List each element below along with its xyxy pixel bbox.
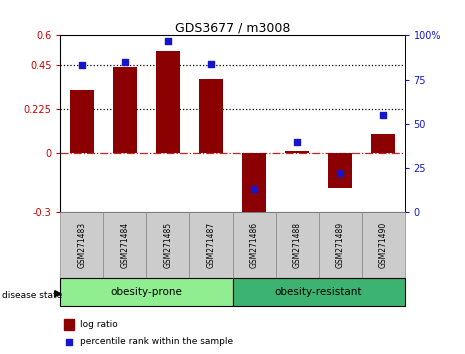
Bar — [319, 212, 362, 278]
Bar — [70, 91, 94, 153]
Bar — [371, 134, 395, 153]
Bar — [199, 79, 223, 153]
Bar — [103, 212, 146, 278]
Point — [121, 59, 129, 65]
Text: disease state: disease state — [2, 291, 63, 300]
Point — [65, 339, 73, 344]
Text: GSM271485: GSM271485 — [164, 222, 173, 268]
Bar — [113, 67, 137, 153]
Text: GSM271486: GSM271486 — [250, 222, 259, 268]
Bar — [275, 212, 319, 278]
Point — [164, 38, 172, 44]
Bar — [60, 278, 232, 306]
Bar — [146, 212, 190, 278]
Text: log ratio: log ratio — [80, 320, 118, 329]
Point — [78, 63, 86, 68]
Text: GSM271487: GSM271487 — [206, 222, 215, 268]
Text: GSM271489: GSM271489 — [336, 222, 345, 268]
Text: GSM271483: GSM271483 — [78, 222, 86, 268]
Text: GSM271484: GSM271484 — [120, 222, 129, 268]
Text: obesity-prone: obesity-prone — [111, 287, 182, 297]
Bar — [362, 212, 405, 278]
Bar — [232, 212, 275, 278]
Bar — [190, 212, 232, 278]
Point — [379, 112, 387, 118]
Bar — [232, 278, 405, 306]
Title: GDS3677 / m3008: GDS3677 / m3008 — [175, 21, 290, 34]
Point — [336, 171, 344, 176]
Bar — [64, 319, 74, 330]
Bar — [156, 51, 180, 153]
Bar — [242, 153, 266, 222]
Point — [250, 187, 258, 192]
Text: GSM271488: GSM271488 — [292, 222, 301, 268]
Text: GSM271490: GSM271490 — [379, 222, 387, 268]
Bar — [285, 152, 309, 153]
Point — [207, 61, 215, 67]
Text: percentile rank within the sample: percentile rank within the sample — [80, 337, 233, 346]
Point — [293, 139, 301, 144]
Bar — [328, 153, 352, 188]
Bar — [60, 212, 103, 278]
Text: obesity-resistant: obesity-resistant — [275, 287, 362, 297]
